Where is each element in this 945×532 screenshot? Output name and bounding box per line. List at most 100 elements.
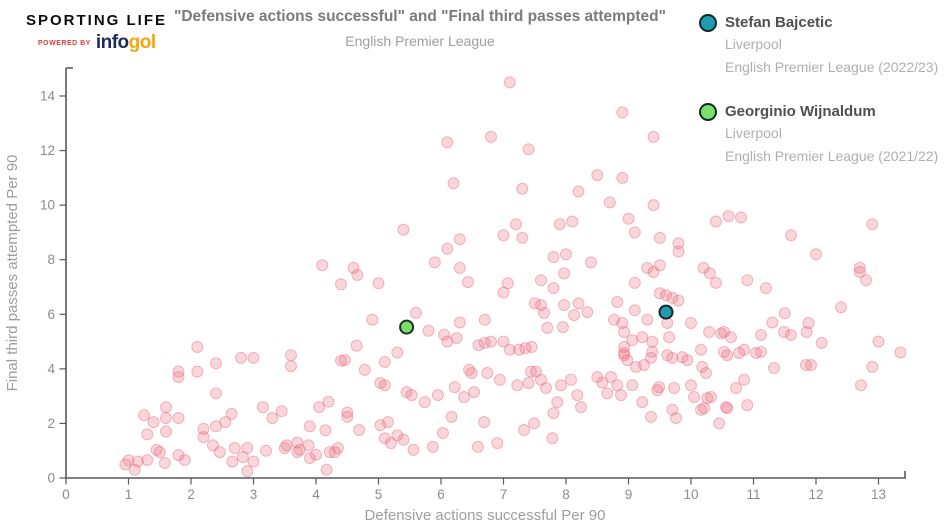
player-dot: [528, 297, 541, 310]
player-dot: [601, 387, 614, 400]
bajcetic-dot[interactable]: [658, 304, 674, 320]
player-dot: [236, 451, 249, 463]
player-dot: [213, 446, 226, 459]
player-dot: [372, 277, 385, 290]
player-dot: [853, 261, 866, 274]
player-dot: [378, 379, 391, 392]
player-dot: [700, 367, 712, 379]
player-dot: [666, 403, 679, 416]
player-dot: [660, 289, 672, 302]
legend-item-bajcetic[interactable]: Stefan Bajcetic Liverpool English Premie…: [699, 12, 938, 79]
player-dot: [603, 196, 616, 209]
legend: Stefan Bajcetic Liverpool English Premie…: [699, 12, 938, 190]
player-dot: [374, 377, 387, 389]
player-dot: [400, 386, 413, 399]
player-dot: [721, 349, 734, 362]
player-dot: [335, 278, 347, 291]
player-dot: [575, 401, 587, 414]
player-dot: [805, 359, 817, 371]
player-dot: [210, 420, 222, 433]
player-dot: [572, 297, 585, 310]
chart-subtitle: English Premier League: [345, 33, 495, 49]
player-dot: [241, 465, 254, 478]
infogol-logo-gol: gol: [128, 32, 157, 53]
player-dot: [378, 356, 391, 368]
player-dot: [641, 313, 654, 326]
player-dot: [535, 373, 547, 386]
player-dot: [453, 316, 466, 329]
player-dot: [618, 349, 631, 362]
player-dot: [628, 276, 641, 289]
player-dot: [778, 307, 791, 320]
player-dot: [802, 317, 815, 329]
player-dot: [628, 304, 641, 317]
player-dot: [670, 412, 682, 424]
chart-title: "Defensive actions successful" and "Fina…: [174, 8, 666, 25]
player-dot: [715, 327, 727, 340]
player-dot: [622, 212, 635, 225]
y-tick-label: 8: [47, 252, 55, 267]
player-dot: [407, 443, 420, 456]
player-dot: [453, 261, 466, 274]
player-dot: [328, 446, 341, 459]
player-dot: [638, 359, 651, 371]
player-dot: [546, 432, 559, 445]
player-dot: [695, 343, 707, 356]
player-dot: [651, 384, 664, 397]
player-dot: [713, 417, 726, 430]
player-dot: [391, 429, 404, 442]
player-dot: [178, 454, 191, 466]
player-dot: [206, 439, 219, 452]
player-dot: [653, 287, 666, 300]
player-dot: [663, 331, 676, 344]
player-dot: [319, 424, 332, 437]
player-dot: [705, 391, 717, 403]
player-dot: [141, 454, 154, 466]
player-dot: [453, 233, 466, 246]
player-dot: [553, 218, 566, 231]
player-dot: [172, 371, 185, 383]
player-dot: [645, 351, 657, 364]
player-dot: [568, 309, 581, 322]
player-dot: [815, 336, 828, 349]
x-tick-label: 8: [562, 487, 570, 502]
legend-item-wijnaldum[interactable]: Georginio Wijnaldum Liverpool English Pr…: [699, 101, 938, 168]
player-dot: [685, 317, 697, 329]
player-dot: [698, 402, 711, 415]
player-dot: [485, 130, 497, 143]
player-dot: [385, 437, 397, 450]
player-dot: [441, 242, 454, 255]
sporting-life-wordmark: SPORTING LIFE: [26, 12, 168, 29]
player-dot: [320, 463, 333, 476]
player-dot: [733, 347, 746, 359]
player-dot: [630, 360, 642, 373]
player-dot: [697, 261, 710, 274]
player-dot: [210, 357, 222, 370]
bajcetic-dots: [658, 304, 674, 320]
y-axis-title: Final third passes attempted Per 90: [4, 154, 21, 392]
player-dot: [566, 215, 579, 228]
player-dot: [302, 439, 315, 452]
wijnaldum-dot[interactable]: [399, 319, 415, 335]
player-dot: [785, 229, 797, 242]
player-dot: [556, 321, 569, 334]
player-dot: [445, 410, 458, 423]
player-dot: [741, 274, 754, 287]
player-dot: [703, 326, 716, 338]
player-dot: [280, 439, 293, 452]
player-dot: [256, 401, 269, 414]
player-dot: [565, 373, 577, 386]
player-dot: [641, 261, 654, 274]
player-dot: [172, 365, 185, 378]
player-dot: [503, 343, 516, 356]
player-dot: [285, 349, 297, 362]
player-dot: [778, 326, 791, 338]
player-dot: [785, 329, 797, 341]
player-dot: [522, 143, 535, 156]
axes: [65, 67, 906, 479]
player-dot: [530, 365, 542, 378]
player-dot: [472, 339, 485, 352]
player-dot: [405, 389, 418, 402]
